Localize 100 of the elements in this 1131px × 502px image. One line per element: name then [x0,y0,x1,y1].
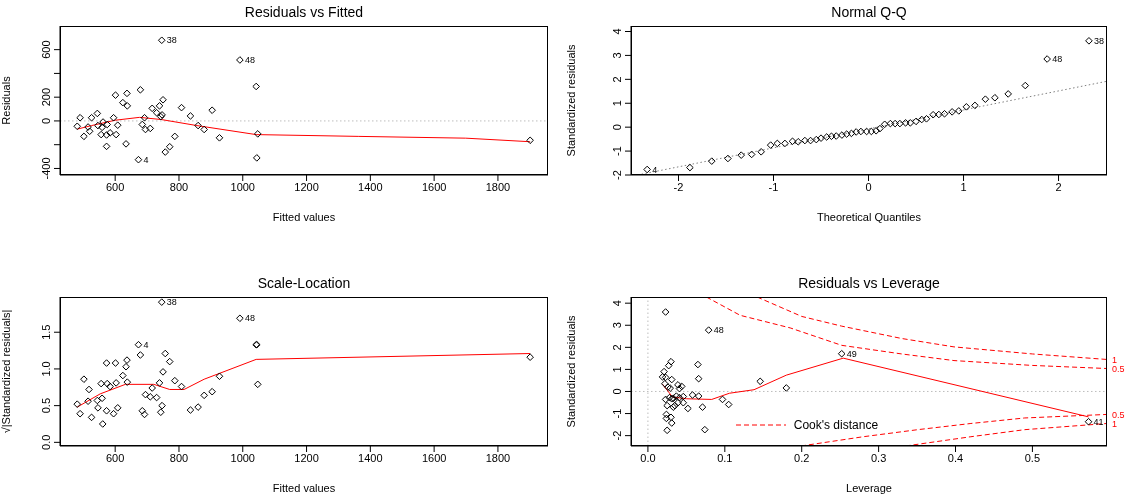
point [862,127,871,136]
point [694,374,703,383]
point [119,371,127,380]
point [109,113,118,122]
point [981,95,990,103]
point [103,120,112,129]
point [123,356,131,364]
point [138,406,147,415]
point [99,118,107,126]
point [97,130,105,139]
y-tick-label: -1 [611,408,623,419]
point [236,56,244,64]
point [103,379,112,388]
point [123,102,132,110]
y-tick-label: 4 [611,300,623,307]
x-tick-label: 600 [106,180,125,193]
point [73,400,82,408]
point [141,125,150,134]
point [666,384,675,392]
point [526,353,534,361]
chart-title: Scale-Location [256,275,352,291]
point [152,108,161,117]
y-tick-label: 1.5 [40,324,52,340]
point [208,387,216,396]
point [171,376,179,385]
point [252,154,261,162]
x-tick-label: 0.5 [1024,451,1041,464]
point [991,93,999,102]
point [661,373,670,382]
line-series [705,297,1107,370]
y-tick-label: -2 [611,430,623,441]
point [838,131,846,139]
y-tick-label: -1 [611,146,623,156]
point [155,379,164,387]
point [76,113,84,122]
point [136,86,145,94]
point [186,112,195,120]
point [880,120,889,129]
point [688,391,697,399]
point [87,413,96,422]
point [140,410,149,419]
point [674,381,682,389]
point [674,398,682,407]
point [177,103,186,112]
point [896,119,904,128]
x-tick-label: 1000 [230,451,255,464]
point [122,140,130,148]
y-axis-title: Standardized residuals [564,44,577,157]
point [667,413,675,422]
annotation: 49 [846,348,857,359]
point [200,125,208,134]
annotation: 0.5 [1112,363,1125,374]
point [97,379,105,388]
point [80,375,88,384]
point [215,134,224,142]
annotation: 38 [1093,36,1104,47]
point [817,134,825,142]
point [827,132,836,141]
x-tick-label: 1600 [421,180,447,193]
x-tick-label: 1200 [294,451,319,464]
point [111,91,120,99]
x-tick-label: 0 [865,180,872,193]
point [98,394,106,403]
point [157,36,166,45]
point [113,121,122,130]
point [1021,81,1030,90]
point [661,308,670,316]
point [159,368,167,376]
x-axis-title: Theoretical Quantiles [817,211,922,223]
x-tick-label: 2 [1055,180,1062,193]
point [852,128,860,136]
point [177,382,186,391]
point [643,165,651,174]
y-tick-label: 1 [611,100,623,107]
annotation: 4 [143,339,149,350]
point [112,379,120,387]
point [1004,90,1012,98]
annotation: 48 [244,313,255,324]
chart-title: Residuals vs Fitted [243,4,365,20]
point [106,129,114,137]
y-tick-label: 3 [611,322,623,329]
point [98,123,106,132]
y-tick-label: 200 [40,87,52,107]
point [661,379,669,388]
x-tick-label: 0.2 [794,451,810,464]
point [200,391,208,400]
annotation: 4 [652,164,658,175]
x-axis-title: Leverage [846,482,892,494]
point [156,408,165,417]
y-axis-title: Residuals [0,75,12,125]
point [675,393,684,402]
y-tick-label: 1 [611,366,623,373]
point [93,396,102,405]
point [812,135,821,144]
point [165,142,174,151]
y-tick-label: 4 [611,28,623,35]
point [138,120,147,129]
y-tick-label: 0 [611,124,623,131]
point [707,157,716,165]
point [906,119,915,127]
